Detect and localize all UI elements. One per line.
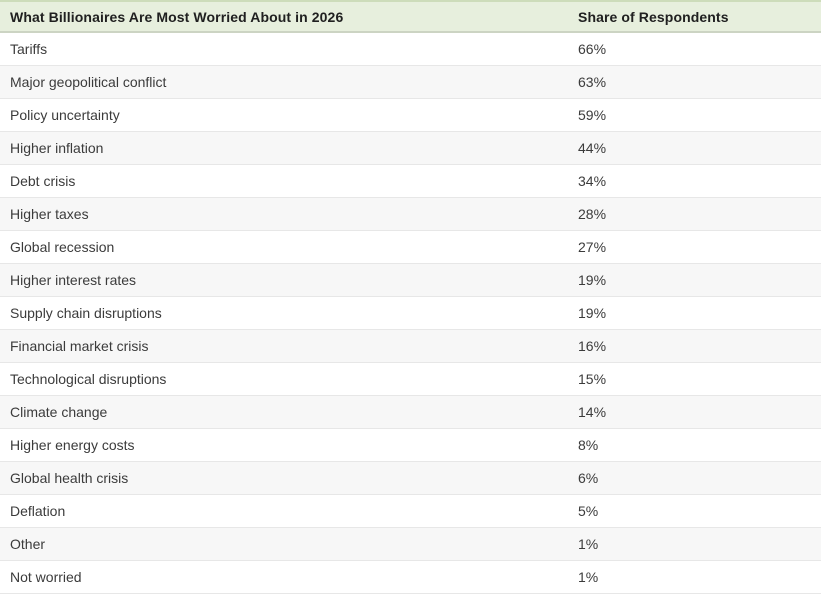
table-row: Debt crisis 34% (0, 165, 821, 198)
table-row: Higher inflation 44% (0, 132, 821, 165)
row-label: Major geopolitical conflict (10, 74, 167, 90)
column-header-topic: What Billionaires Are Most Worried About… (10, 8, 344, 25)
table-row: Not worried 1% (0, 561, 821, 594)
row-value: 66% (578, 41, 607, 57)
row-value: 44% (578, 140, 607, 156)
row-value: 19% (578, 272, 607, 288)
row-label: Technological disruptions (10, 371, 167, 387)
column-header-share: Share of Respondents (578, 8, 729, 25)
table-row: Technological disruptions 15% (0, 363, 821, 396)
row-label: Global recession (10, 239, 115, 255)
row-value: 6% (578, 470, 599, 486)
row-value: 8% (578, 437, 599, 453)
table-row: Major geopolitical conflict 63% (0, 66, 821, 99)
row-label: Higher taxes (10, 206, 89, 222)
row-label: Deflation (10, 503, 66, 519)
table-row: Financial market crisis 16% (0, 330, 821, 363)
billionaire-worries-table: What Billionaires Are Most Worried About… (0, 0, 821, 594)
row-label: Global health crisis (10, 470, 129, 486)
table-row: Other 1% (0, 528, 821, 561)
row-value: 5% (578, 503, 599, 519)
row-value: 1% (578, 536, 599, 552)
row-label: Other (10, 536, 46, 552)
row-value: 27% (578, 239, 607, 255)
row-value: 59% (578, 107, 607, 123)
row-label: Higher interest rates (10, 272, 137, 288)
table-body: Tariffs 66% Major geopolitical conflict … (0, 33, 821, 594)
row-label: Debt crisis (10, 173, 76, 189)
row-label: Tariffs (10, 41, 48, 57)
row-label: Higher inflation (10, 140, 104, 156)
table-row: Climate change 14% (0, 396, 821, 429)
row-value: 14% (578, 404, 607, 420)
table-row: Supply chain disruptions 19% (0, 297, 821, 330)
table-row: Higher interest rates 19% (0, 264, 821, 297)
row-label: Climate change (10, 404, 108, 420)
row-value: 63% (578, 74, 607, 90)
row-label: Policy uncertainty (10, 107, 120, 123)
table-row: Policy uncertainty 59% (0, 99, 821, 132)
table-row: Tariffs 66% (0, 33, 821, 66)
row-value: 1% (578, 569, 599, 585)
row-label: Not worried (10, 569, 82, 585)
table-row: Deflation 5% (0, 495, 821, 528)
row-value: 19% (578, 305, 607, 321)
table-header-row: What Billionaires Are Most Worried About… (0, 0, 821, 33)
row-value: 16% (578, 338, 607, 354)
table-row: Global health crisis 6% (0, 462, 821, 495)
row-label: Supply chain disruptions (10, 305, 162, 321)
row-value: 28% (578, 206, 607, 222)
row-value: 34% (578, 173, 607, 189)
table-row: Higher energy costs 8% (0, 429, 821, 462)
table-row: Higher taxes 28% (0, 198, 821, 231)
row-value: 15% (578, 371, 607, 387)
table-row: Global recession 27% (0, 231, 821, 264)
row-label: Financial market crisis (10, 338, 149, 354)
row-label: Higher energy costs (10, 437, 135, 453)
